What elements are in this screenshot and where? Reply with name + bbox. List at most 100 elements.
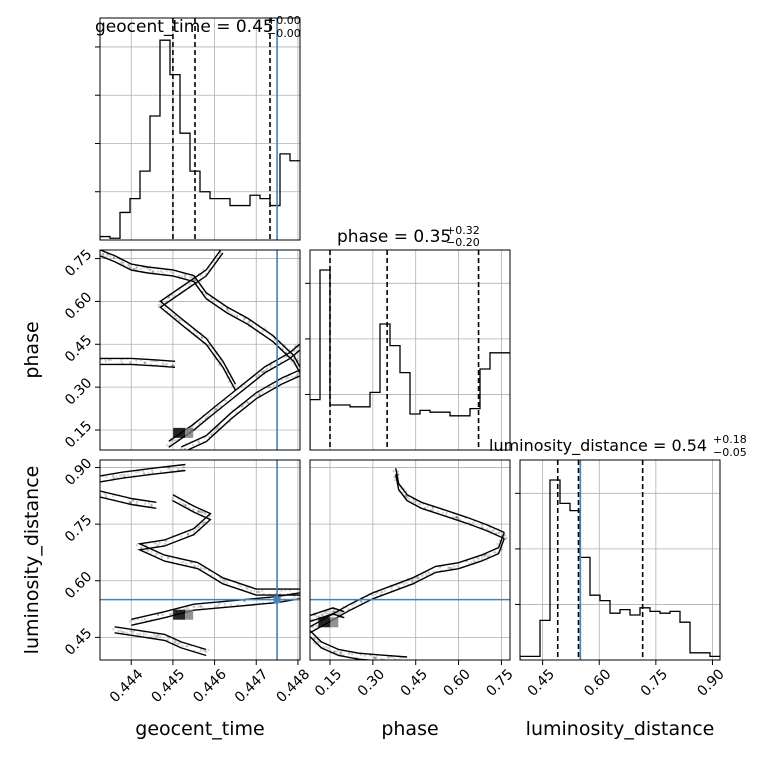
scatter-ld-vs-phase-point-1-1-5 [336, 612, 339, 615]
scatter-ld-vs-phase-point-1-9-8 [504, 534, 507, 537]
scatter-phase-vs-geocent-time-point-0-1-12 [126, 264, 129, 267]
hist-geocent-time-bar-13 [230, 206, 240, 240]
scatter-ld-vs-geocent-time-point-2-4-13 [154, 542, 158, 545]
scatter-ld-vs-phase-point-1-9-5 [505, 536, 508, 540]
scatter-ld-vs-phase-point-1-8-7 [487, 555, 490, 558]
scatter-ld-vs-phase-point-0-0-12 [397, 473, 400, 476]
scatter-ld-vs-geocent-time-point-4-2-3 [199, 604, 202, 608]
hist-geocent-time-bar-18 [280, 154, 290, 240]
scatter-ld-vs-phase-point-0-1-1 [405, 495, 408, 498]
title-phase-sup: +0.32 [446, 224, 480, 237]
scatter-ld-vs-phase-point-1-1-8 [331, 614, 334, 617]
scatter-ld-vs-geocent-time-contour-outer-3 [114, 626, 207, 651]
scatter-ld-vs-phase-point-0-4-4 [455, 516, 458, 519]
scatter-ld-vs-phase-contour-outer-0 [395, 468, 505, 534]
scatter-phase-vs-geocent-time-point-0-4-7 [183, 275, 186, 278]
scatter-phase-vs-geocent-time-point-0-4-10 [183, 273, 187, 276]
hist-luminosity-distance-bar-0 [520, 656, 530, 660]
scatter-phase-vs-geocent-time-contour-outer-2 [100, 357, 176, 362]
scatter-ld-vs-phase-point-2-3-3 [374, 656, 378, 659]
scatter-ld-vs-phase-point-0-2-8 [417, 502, 420, 505]
scatter-phase-vs-geocent-time-point-3-5-12 [285, 355, 288, 358]
scatter-ld-vs-phase-point-0-0-6 [393, 475, 396, 478]
hist-luminosity-distance [520, 460, 720, 660]
scatter-phase-vs-geocent-time-point-2-2-4 [172, 364, 175, 367]
scatter-phase-vs-geocent-time-point-3-0-11 [174, 439, 177, 442]
scatter-ld-vs-geocent-time-point-2-3-9 [180, 535, 183, 538]
scatter-phase-vs-geocent-time-point-1-3-3 [178, 319, 181, 322]
hist-phase-bar-15 [460, 416, 470, 450]
scatter-phase-vs-geocent-time-point-1-6-13 [227, 380, 230, 384]
scatter-ld-vs-geocent-time-point-3-0-7 [136, 632, 139, 636]
scatter-ld-vs-geocent-time-point-2-1-11 [197, 509, 200, 512]
scatter-ld-vs-geocent-time-point-3-1-10 [156, 634, 159, 637]
scatter-ld-vs-geocent-time-point-3-0-12 [131, 630, 134, 633]
scatter-ld-vs-geocent-time-contour-outer-1 [100, 490, 157, 503]
scatter-ld-vs-geocent-time-point-3-1-9 [145, 633, 148, 636]
scatter-ld-vs-phase-point-3-1-13 [324, 610, 327, 614]
axis-geocent-time-xtick-label-3: 0.447 [232, 666, 272, 706]
scatter-phase-vs-geocent-time-point-3-5-4 [269, 366, 272, 369]
scatter-phase-vs-geocent-time-point-0-2-4 [140, 267, 143, 271]
scatter-ld-vs-phase-point-3-1-0 [326, 612, 329, 615]
scatter-ld-vs-geocent-time-point-2-1-7 [200, 511, 203, 514]
blob-ld-ph-core [318, 617, 331, 628]
scatter-phase-vs-geocent-time-point-0-9-11 [281, 347, 284, 350]
scatter-ld-vs-phase-point-0-6-1 [492, 529, 495, 533]
hist-luminosity-distance-bar-6 [580, 557, 590, 660]
scatter-ld-vs-phase-point-3-0-10 [315, 615, 318, 618]
scatter-phase-vs-geocent-time-point-4-3-4 [268, 386, 271, 389]
scatter-phase-vs-geocent-time-point-4-0-4 [191, 444, 195, 447]
scatter-ld-vs-geocent-time-point-2-4-8 [163, 542, 167, 545]
scatter-ld-vs-geocent-time-point-2-5-2 [150, 550, 153, 553]
scatter-phase-vs-geocent-time-point-1-2-11 [168, 296, 171, 299]
scatter-phase-vs-geocent-time-point-4-3-7 [258, 393, 261, 397]
axis-phase-xtick-label-3: 0.60 [441, 666, 474, 699]
scatter-ld-vs-geocent-time-point-2-2-4 [195, 528, 198, 531]
scatter-phase-vs-geocent-time-point-4-3-1 [269, 386, 272, 389]
scatter-ld-vs-geocent-time-point-2-4-10 [139, 546, 143, 549]
title-ld-sub: −0.05 [713, 446, 747, 459]
scatter-phase-vs-geocent-time-point-1-1-11 [199, 274, 202, 277]
scatter-phase-vs-geocent-time-point-4-2-11 [241, 405, 244, 408]
scatter-ld-vs-geocent-time-point-2-2-11 [196, 526, 199, 529]
hist-luminosity-distance-bar-17 [690, 653, 700, 660]
scatter-ld-vs-phase-point-1-5-4 [427, 571, 430, 574]
scatter-ld-vs-geocent-time-point-2-0-1 [179, 501, 182, 504]
scatter-ld-vs-geocent-time-point-2-3-13 [192, 530, 196, 533]
blob-ld-gt-core [173, 609, 186, 620]
scatter-phase-vs-geocent-time-point-3-3-13 [219, 404, 222, 407]
hist-luminosity-distance-bar-2 [540, 620, 550, 660]
scatter-ld-vs-phase-point-2-0-8 [313, 636, 316, 640]
scatter-ld-vs-phase-point-3-2-7 [333, 609, 336, 612]
scatter-phase-vs-geocent-time-point-3-6-11 [289, 354, 292, 358]
scatter-ld-vs-phase-point-0-3-12 [426, 505, 429, 508]
scatter-ld-vs-geocent-time-point-4-2-12 [199, 606, 202, 609]
title-ld-sup: +0.18 [713, 433, 747, 446]
scatter-ld-vs-geocent-time-point-2-1-4 [204, 512, 207, 515]
hist-phase-bar-1 [320, 270, 330, 450]
scatter-phase-vs-geocent-time [100, 250, 300, 450]
scatter-ld-vs-geocent-time-point-3-0-5 [119, 629, 122, 633]
scatter-ld-vs-phase-point-0-2-2 [412, 501, 415, 504]
axis-phase-xtick-label-2: 0.45 [398, 666, 431, 699]
scatter-ld-vs-phase-point-2-4-12 [387, 656, 390, 659]
scatter-ld-vs-phase-point-0-2-5 [404, 495, 407, 498]
scatter-ld-vs-geocent-time-point-2-9-0 [289, 589, 292, 592]
scatter-ld-vs-phase-point-2-2-3 [339, 650, 342, 654]
scatter-ld-vs-geocent-time-point-4-0-10 [157, 613, 160, 617]
scatter-ld-vs-phase-point-1-8-1 [493, 551, 496, 554]
scatter-ld-vs-phase-point-1-2-5 [347, 607, 351, 610]
scatter-phase-vs-geocent-time-point-0-7-13 [242, 318, 245, 321]
scatter-ld-vs-phase-contour-inner-1 [310, 538, 505, 634]
scatter-ld-vs-geocent-time [100, 460, 300, 660]
scatter-ld-vs-geocent-time-point-3-3-6 [203, 649, 206, 653]
scatter-phase-vs-geocent-time-point-0-0-1 [102, 253, 105, 256]
scatter-phase-vs-geocent-time-point-3-0-8 [166, 444, 169, 447]
scatter-ld-vs-geocent-time-point-2-4-9 [157, 543, 160, 546]
scatter-ld-vs-geocent-time-point-3-3-3 [202, 649, 205, 652]
hist-geocent-time-bar-10 [200, 192, 210, 240]
scatter-ld-vs-phase-point-1-6-1 [432, 570, 435, 573]
hist-phase-bar-8 [390, 346, 400, 450]
scatter-phase-vs-geocent-time-point-0-3-9 [151, 270, 154, 273]
